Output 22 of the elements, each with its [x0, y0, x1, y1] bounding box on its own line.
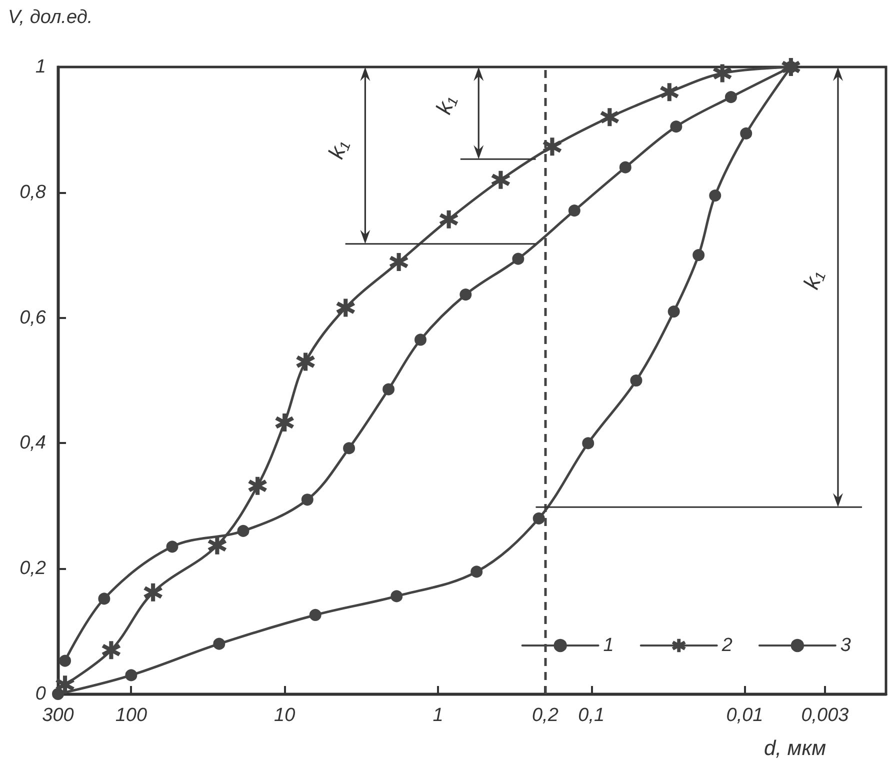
y-tick-label: 0,2	[20, 558, 46, 580]
y-tick-label: 0,4	[20, 432, 46, 454]
y-axis-title: V, дол.ед.	[8, 7, 93, 28]
annotation: k₁	[323, 136, 353, 162]
y-tick-label: 0,6	[20, 307, 46, 328]
y-tick-label: 1	[35, 56, 46, 78]
x-tick-label: 0,2	[532, 705, 559, 726]
legend-label: 3	[840, 635, 852, 656]
legend-label: 2	[720, 635, 733, 656]
x-tick-label: 0,1	[578, 705, 605, 726]
x-tick-label: 10	[274, 705, 296, 726]
legend-label: 1	[603, 635, 614, 656]
annotation: k₁	[430, 92, 460, 118]
x-tick-label: 1	[432, 705, 444, 726]
annotation: k₁	[798, 266, 828, 292]
x-tick-label: 0,003	[801, 705, 850, 726]
x-tick-label: 100	[115, 705, 148, 726]
x-tick-label: 300	[42, 705, 74, 726]
y-tick-label: 0	[35, 684, 46, 704]
y-tick-label: 0,8	[20, 182, 46, 203]
x-tick-label: 0,01	[726, 705, 764, 726]
x-axis-title: d, мкм	[764, 737, 826, 760]
